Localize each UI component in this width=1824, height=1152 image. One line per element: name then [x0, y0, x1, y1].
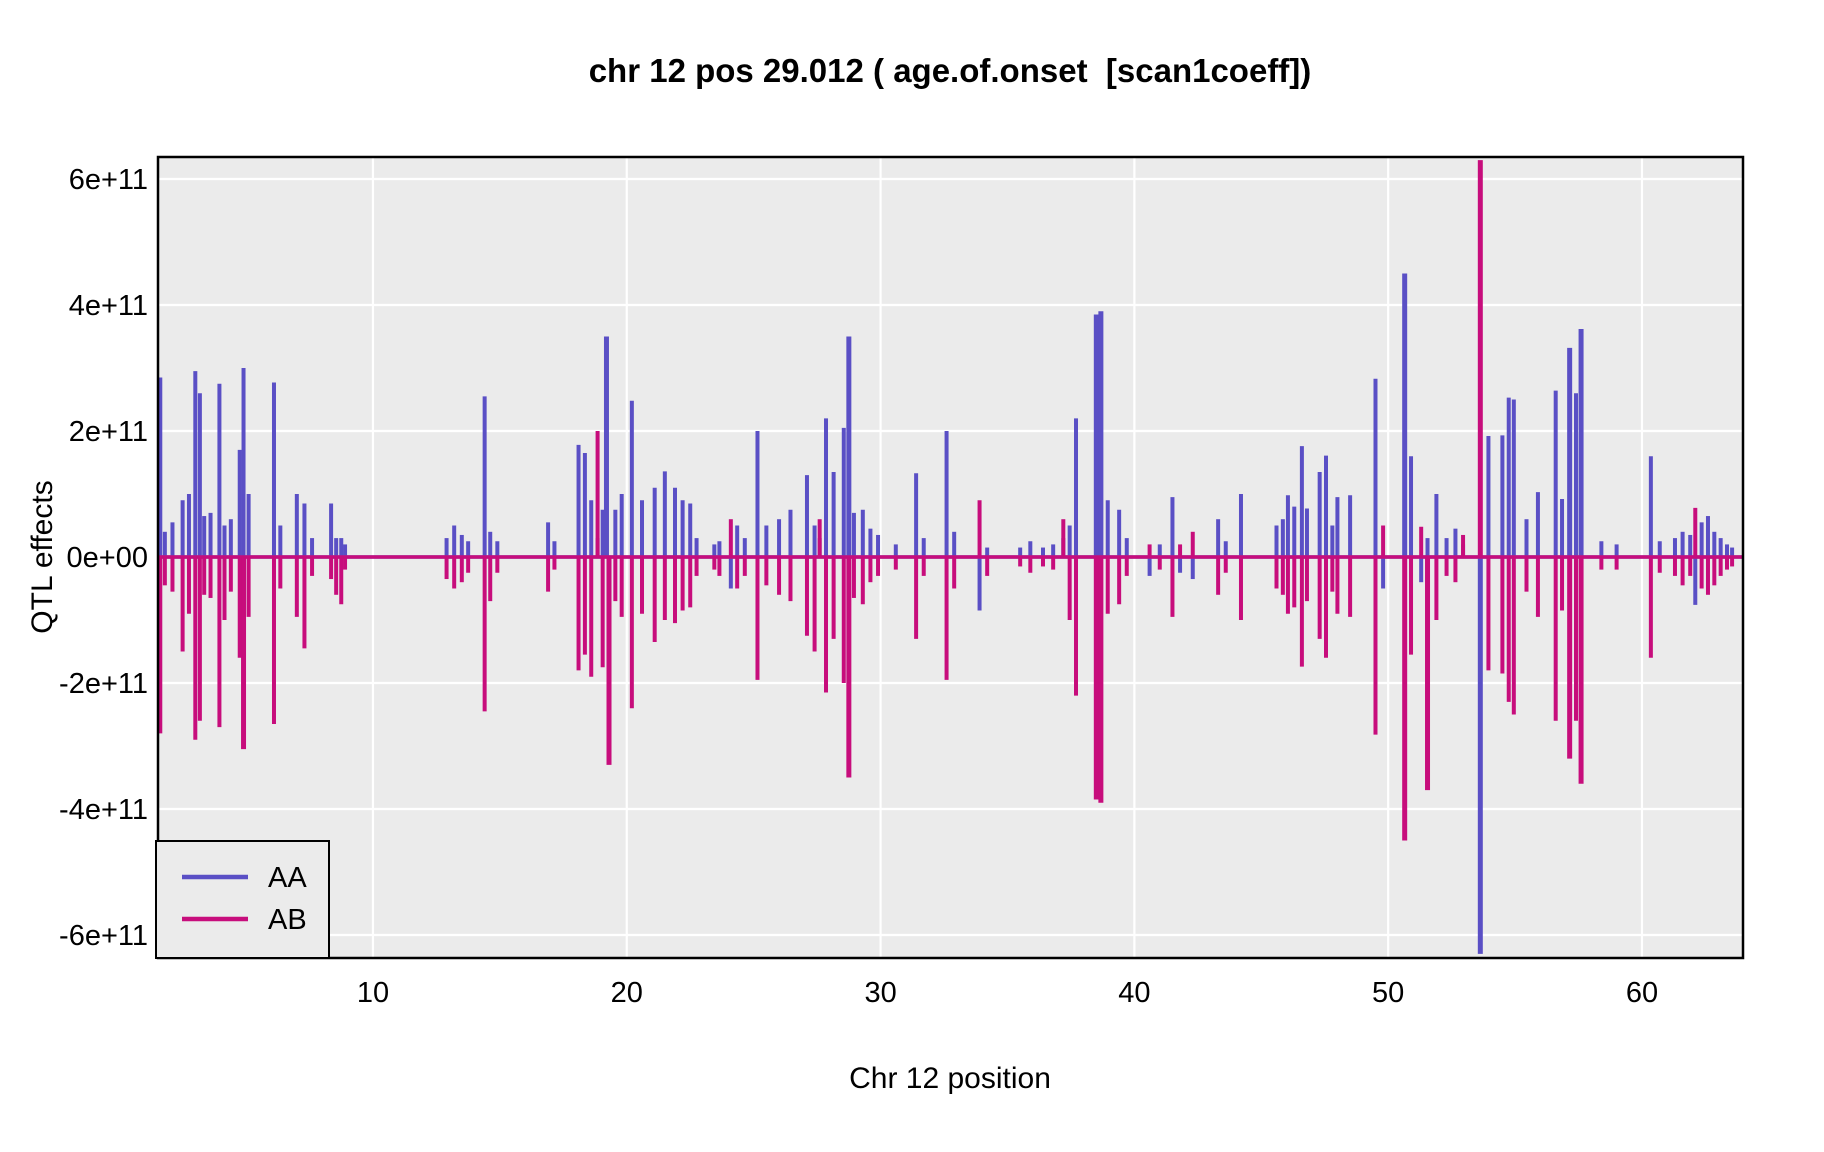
panel-border: [156, 155, 1745, 960]
x-tick-label-20: 20: [611, 977, 643, 1009]
x-tick-label-60: 60: [1626, 977, 1658, 1009]
x-axis-title: Chr 12 position: [849, 1062, 1051, 1095]
legend-label-ab: AB: [268, 904, 307, 936]
x-tick-label-40: 40: [1118, 977, 1150, 1009]
y-tick-label--2e+11: -2e+11: [59, 668, 148, 700]
y-tick-label-2e+11: 2e+11: [69, 416, 148, 448]
y-tick-label-6e+11: 6e+11: [69, 164, 148, 196]
y-tick-label-0e+00: 0e+00: [67, 542, 148, 574]
y-axis-title: QTL effects: [26, 480, 59, 633]
chart-title: chr 12 pos 29.012 ( age.of.onset [scan1c…: [589, 52, 1312, 89]
y-axis-tick-labels: 6e+11 4e+11 2e+11 0e+00 -2e+11 -4e+11 -6e+11: [59, 164, 148, 952]
legend-box: [155, 840, 330, 959]
x-tick-label-50: 50: [1372, 977, 1404, 1009]
y-tick-label--4e+11: -4e+11: [59, 794, 148, 826]
series-ab-line: [158, 160, 1743, 841]
x-tick-label-10: 10: [357, 977, 389, 1009]
legend: AA AB: [155, 840, 330, 959]
x-tick-label-30: 30: [864, 977, 896, 1009]
y-tick-label--6e+11: -6e+11: [59, 920, 148, 952]
legend-label-aa: AA: [268, 862, 307, 894]
x-axis-tick-labels: 10 20 30 40 50 60: [357, 977, 1658, 1009]
y-tick-label-4e+11: 4e+11: [69, 290, 148, 322]
